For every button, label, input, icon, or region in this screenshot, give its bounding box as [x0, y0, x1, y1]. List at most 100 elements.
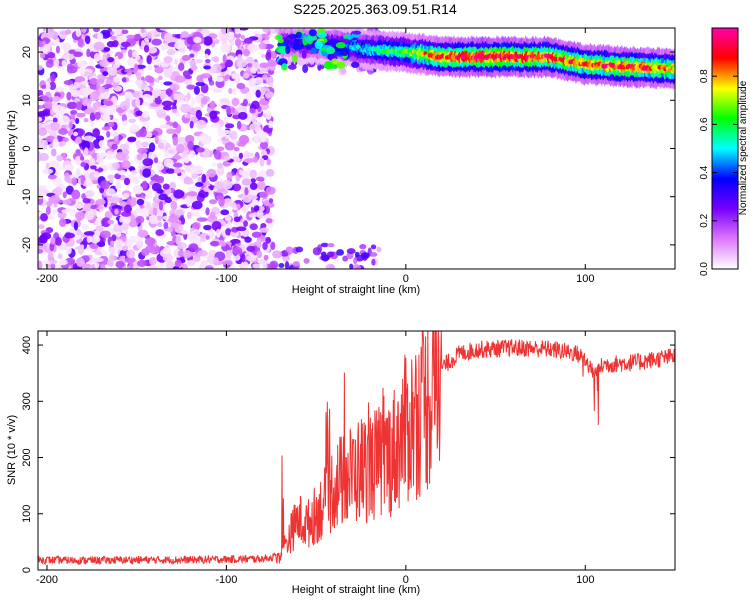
noise-cell [269, 260, 279, 269]
noise-cell [172, 85, 177, 95]
noise-cell [173, 222, 180, 230]
noise-cell [51, 148, 57, 157]
snr-frame [37, 330, 676, 571]
noise-cell [38, 110, 49, 117]
noise-cell [224, 74, 231, 80]
noise-cell [258, 42, 267, 50]
noise-cell [260, 135, 267, 143]
noise-cell [111, 40, 119, 48]
ridge-cell [310, 47, 318, 54]
noise-cell [241, 170, 250, 180]
noise-cell [97, 240, 106, 248]
noise-cell [127, 49, 133, 59]
noise-cell [163, 221, 169, 230]
noise-cell [210, 123, 221, 128]
noise-cell [292, 260, 300, 267]
noise-cell [44, 81, 51, 91]
noise-cell [142, 101, 151, 106]
noise-cell [174, 75, 186, 83]
noise-cell [135, 110, 143, 117]
noise-cell [77, 128, 84, 137]
noise-cell [262, 241, 268, 251]
ridge-cell [285, 45, 291, 55]
noise-cell [213, 56, 220, 63]
noise-cell [83, 98, 93, 105]
noise-cell [94, 251, 103, 256]
ridge-cell [335, 42, 346, 49]
noise-cell [146, 55, 152, 65]
noise-cell [170, 200, 178, 211]
noise-cell [238, 134, 250, 145]
noise-cell [50, 195, 61, 203]
noise-cell [251, 77, 257, 87]
noise-cell [93, 41, 105, 52]
noise-cell [127, 137, 137, 143]
ridge-cell [292, 54, 298, 63]
noise-cell [256, 238, 262, 248]
noise-cell [285, 246, 294, 255]
noise-cell [112, 82, 118, 89]
noise-cell [136, 71, 142, 81]
noise-cell [100, 91, 111, 100]
noise-cell [146, 189, 153, 200]
noise-cell [195, 81, 206, 87]
noise-cell [154, 66, 164, 74]
ridge-cell [323, 60, 334, 70]
noise-cell [172, 121, 178, 129]
noise-cell [209, 100, 216, 110]
noise-cell [58, 128, 68, 135]
noise-cell [68, 49, 76, 54]
ridge-cell [352, 30, 362, 35]
noise-cell [240, 186, 245, 196]
noise-cell [287, 64, 297, 70]
ridge-cell [276, 35, 283, 40]
noise-cell [58, 259, 68, 266]
noise-cell [50, 73, 56, 82]
noise-cell [201, 173, 207, 183]
y-tick-label: 20 [21, 46, 33, 58]
noise-cell [46, 41, 51, 52]
noise-cell [74, 76, 86, 83]
noise-cell [209, 211, 216, 220]
noise-cell [98, 86, 106, 94]
noise-cell [128, 118, 137, 124]
noise-cell [254, 125, 262, 134]
noise-cell [61, 59, 67, 67]
noise-cell [123, 204, 133, 214]
noise-cell [82, 202, 93, 212]
noise-cell [216, 146, 225, 152]
noise-cell [259, 62, 269, 69]
noise-cell [60, 42, 72, 51]
noise-cell [69, 83, 75, 92]
noise-cell [49, 81, 57, 91]
noise-cell [236, 203, 241, 209]
noise-cell [232, 87, 237, 95]
noise-cell [95, 198, 106, 206]
snr-x-label: Height of straight line (km) [292, 584, 420, 596]
noise-cell [163, 56, 173, 64]
noise-cell [80, 161, 87, 167]
noise-cell [96, 78, 105, 85]
noise-cell [71, 189, 81, 200]
noise-cell [89, 91, 99, 102]
noise-cell [254, 77, 264, 85]
noise-cell [256, 250, 263, 259]
noise-cell [116, 151, 126, 161]
noise-cell [338, 67, 347, 76]
noise-cell [58, 218, 67, 227]
noise-cell [173, 59, 179, 65]
noise-cell [192, 221, 201, 229]
noise-cell [121, 114, 127, 123]
noise-cell [191, 229, 201, 236]
noise-cell [118, 217, 125, 223]
x-tick-label: -200 [36, 574, 58, 586]
noise-cell [176, 143, 185, 154]
noise-cell [259, 131, 268, 136]
noise-cell [46, 200, 53, 207]
noise-cell [320, 254, 331, 261]
noise-cell [115, 181, 122, 191]
noise-cell [120, 41, 131, 48]
noise-cell [50, 263, 56, 269]
noise-cell [80, 175, 85, 185]
noise-cell [184, 74, 192, 80]
